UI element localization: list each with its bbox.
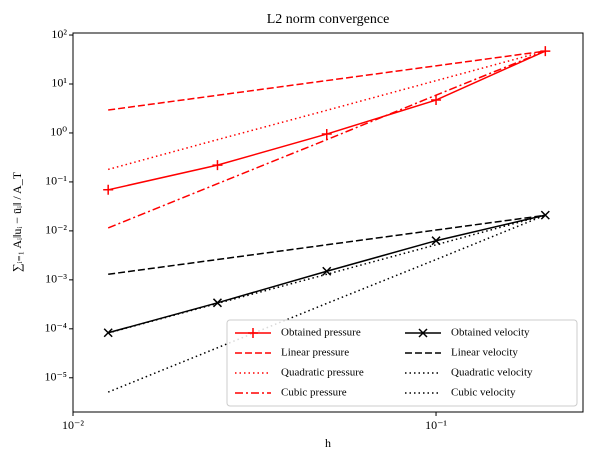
series-line bbox=[107, 214, 546, 334]
point-marker bbox=[322, 266, 332, 276]
legend-label: Cubic pressure bbox=[281, 387, 347, 399]
y-tick-label: 10¹ bbox=[51, 76, 67, 90]
series-line bbox=[107, 50, 546, 229]
series-line bbox=[107, 214, 546, 393]
plot-frame bbox=[72, 32, 584, 413]
y-tick-label: 10⁻⁵ bbox=[44, 370, 67, 384]
y-tick-label: 10⁻¹ bbox=[45, 174, 67, 188]
x-tick-label: 10⁻² bbox=[62, 418, 84, 432]
legend: Obtained pressure Linear pressure Quadrati… bbox=[226, 319, 578, 407]
y-tick-label: 10⁰ bbox=[50, 125, 67, 139]
legend-label: Linear pressure bbox=[281, 347, 349, 359]
legend-label: Cubic velocity bbox=[451, 387, 516, 399]
legend-box bbox=[226, 319, 578, 407]
series-line bbox=[108, 50, 546, 191]
y-tick-label: 10⁻⁴ bbox=[44, 321, 67, 335]
series-line bbox=[108, 214, 546, 276]
point-marker bbox=[540, 210, 550, 220]
legend-marker bbox=[418, 328, 428, 338]
legend-label: Linear velocity bbox=[451, 347, 518, 359]
y-tick-label: 10⁻² bbox=[45, 223, 67, 237]
point-marker bbox=[431, 95, 442, 106]
series-line bbox=[107, 50, 546, 171]
y-axis-label: ∑ᵢ₌₁ Aᵢ‖uᵢ − ūᵢ‖ / A_T bbox=[10, 171, 24, 272]
x-axis-label: h bbox=[325, 436, 331, 450]
chart-title: L2 norm convergence bbox=[267, 12, 390, 27]
legend-label: Quadratic velocity bbox=[451, 367, 533, 379]
x-tick-label: 10⁻¹ bbox=[425, 418, 447, 432]
point-marker bbox=[321, 129, 332, 140]
legend-label: Quadratic pressure bbox=[281, 367, 364, 379]
legend-marker bbox=[248, 328, 258, 338]
legend-label: Obtained pressure bbox=[281, 327, 361, 339]
y-tick-label: 10⁻³ bbox=[45, 272, 67, 286]
point-marker bbox=[540, 46, 551, 57]
series-line bbox=[108, 50, 546, 111]
point-marker bbox=[212, 160, 223, 171]
point-marker bbox=[103, 184, 114, 195]
y-tick-label: 10² bbox=[51, 27, 67, 41]
legend-label: Obtained velocity bbox=[451, 327, 530, 339]
